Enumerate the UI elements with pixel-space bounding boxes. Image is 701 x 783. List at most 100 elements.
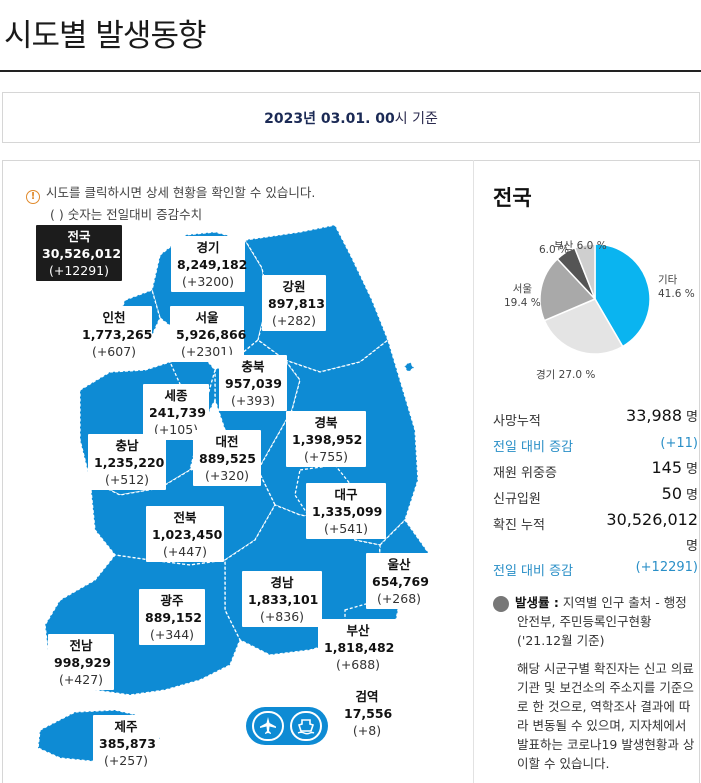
stat-number: 145 bbox=[651, 458, 683, 477]
airplane-icon[interactable] bbox=[252, 711, 284, 741]
region-name: 인천 bbox=[102, 310, 126, 325]
region-count: 1,023,450 bbox=[152, 527, 223, 542]
region-name: 광주 bbox=[160, 593, 184, 608]
region-name: 경북 bbox=[314, 415, 338, 430]
stat-unit: 명 bbox=[686, 488, 698, 503]
stats-table: 사망누적 33,988 명 전일 대비 증감 (+11) 재원 위중증 145 명 … bbox=[493, 405, 698, 581]
stat-value: 145 명 bbox=[651, 458, 698, 477]
region-daejeon[interactable]: 대전 889,525 (+320) bbox=[193, 430, 261, 486]
region-gangwon[interactable]: 강원 897,813 (+282) bbox=[262, 275, 326, 331]
pie-label-busan: 부산 6.0 % bbox=[554, 240, 607, 252]
region-count: 654,769 bbox=[372, 574, 429, 589]
region-name: 대구 bbox=[334, 487, 358, 502]
region-name: 강원 bbox=[282, 279, 306, 294]
region-daegu[interactable]: 대구 1,335,099 (+541) bbox=[306, 483, 386, 539]
stat-new-hosp: 신규입원 50 명 bbox=[493, 483, 698, 509]
stat-diff-value: (+12291) bbox=[635, 560, 698, 575]
region-seoul[interactable]: 서울 5,926,866 (+2301) bbox=[170, 306, 247, 362]
notice-line-1: 시도를 클릭하시면 상세 현황을 확인할 수 있습니다. bbox=[46, 185, 316, 200]
region-count: 1,335,099 bbox=[312, 504, 383, 519]
region-diff: (+541) bbox=[323, 521, 369, 536]
footnote-head: 발생률 : bbox=[515, 595, 559, 610]
region-gwangju[interactable]: 광주 889,152 (+344) bbox=[139, 589, 205, 645]
status-panel bbox=[2, 160, 700, 783]
notice: ! 시도를 클릭하시면 상세 현황을 확인할 수 있습니다. ( ) 숫자는 전일… bbox=[26, 182, 315, 225]
region-jeonbuk[interactable]: 전북 1,023,450 (+447) bbox=[146, 506, 224, 562]
map-ulleung bbox=[403, 361, 415, 373]
pie-label-gyeonggi: 경기 27.0 % bbox=[536, 369, 596, 381]
region-diff: (+105) bbox=[153, 422, 199, 437]
region-chungbuk[interactable]: 충북 957,039 (+393) bbox=[219, 355, 287, 411]
stat-value: 50 명 bbox=[662, 484, 698, 503]
stat-label: 신규입원 bbox=[493, 492, 541, 507]
stat-unit: 명 bbox=[686, 410, 698, 425]
footnote: 1 발생률 : 지역별 인구 출처 - 행정안전부, 주민등록인구현황 ('21.… bbox=[486, 593, 698, 773]
region-gyeongnam[interactable]: 경남 1,833,101 (+836) bbox=[242, 571, 322, 627]
stat-label: 전일 대비 증감 bbox=[493, 564, 574, 579]
date-suffix: 시 기준 bbox=[394, 110, 438, 127]
region-diff: (+447) bbox=[162, 544, 208, 559]
page-title: 시도별 발생동향 bbox=[4, 18, 206, 54]
quarantine-transport-badge bbox=[246, 707, 328, 745]
region-count: 889,525 bbox=[199, 451, 256, 466]
region-count: 957,039 bbox=[225, 376, 282, 391]
region-diff: (+688) bbox=[335, 657, 381, 672]
region-gyeonggi[interactable]: 경기 8,249,182 (+3200) bbox=[171, 236, 247, 292]
region-count: 889,152 bbox=[145, 610, 202, 625]
stat-deaths: 사망누적 33,988 명 bbox=[493, 405, 698, 431]
region-diff: (+607) bbox=[91, 344, 137, 359]
footnote-source: 1 발생률 : 지역별 인구 출처 - 행정안전부, 주민등록인구현황 ('21.… bbox=[486, 593, 698, 650]
region-gyeongbuk[interactable]: 경북 1,398,952 (+755) bbox=[286, 411, 366, 467]
ship-icon[interactable] bbox=[290, 711, 322, 741]
region-count: 5,926,866 bbox=[176, 327, 247, 342]
stat-confirmed-diff: 전일 대비 증감 (+12291) bbox=[493, 555, 698, 581]
footnote-text-2: 해당 시군구별 확진자는 신고 의료기관 및 보건소의 주소지를 기준으로 한 … bbox=[517, 661, 695, 771]
region-name: 검역 bbox=[355, 689, 379, 704]
region-count: 1,818,482 bbox=[324, 640, 395, 655]
region-nation[interactable]: 전국 30,526,012 (+12291) bbox=[36, 225, 122, 281]
pie-slice-0 bbox=[594, 243, 651, 348]
stat-label: 사망누적 bbox=[493, 414, 541, 429]
stat-unit: 명 bbox=[686, 462, 698, 477]
region-name: 서울 bbox=[195, 310, 219, 325]
region-count: 30,526,012 bbox=[42, 246, 122, 261]
region-diff: (+836) bbox=[259, 609, 305, 624]
stat-value: 30,526,012 bbox=[606, 510, 698, 529]
region-count: 241,739 bbox=[149, 405, 206, 420]
region-quarantine[interactable]: 검역 17,556 (+8) bbox=[338, 685, 396, 741]
region-count: 1,398,952 bbox=[292, 432, 363, 447]
title-divider bbox=[0, 70, 701, 72]
region-incheon[interactable]: 인천 1,773,265 (+607) bbox=[76, 306, 152, 362]
region-count: 897,813 bbox=[268, 296, 325, 311]
stat-deaths-diff: 전일 대비 증감 (+11) bbox=[493, 431, 698, 457]
region-diff: (+755) bbox=[303, 449, 349, 464]
region-busan[interactable]: 부산 1,818,482 (+688) bbox=[318, 619, 398, 675]
region-diff: (+282) bbox=[271, 313, 317, 328]
info-icon: ! bbox=[26, 190, 40, 204]
date-value: 2023년 03.01. 00 bbox=[264, 110, 395, 127]
region-diff: (+344) bbox=[149, 627, 195, 642]
region-name: 충북 bbox=[241, 359, 265, 374]
region-name: 충남 bbox=[115, 438, 139, 453]
region-jeonnam[interactable]: 전남 998,929 (+427) bbox=[48, 634, 114, 690]
stat-diff-value: (+11) bbox=[660, 436, 698, 451]
region-diff: (+12291) bbox=[49, 263, 109, 278]
stat-label: 전일 대비 증감 bbox=[493, 440, 574, 455]
footnote-badge: 1 bbox=[486, 596, 509, 612]
pie-label-gita-name: 기타 bbox=[658, 274, 678, 286]
region-count: 1,833,101 bbox=[248, 592, 319, 607]
region-chungnam[interactable]: 충남 1,235,220 (+512) bbox=[88, 434, 166, 490]
stat-confirmed: 확진 누적 30,526,012 bbox=[493, 509, 698, 535]
region-diff: (+257) bbox=[103, 753, 149, 768]
region-jeju[interactable]: 제주 385,873 (+257) bbox=[93, 715, 159, 771]
stat-number: 33,988 bbox=[626, 406, 683, 425]
region-name: 대전 bbox=[215, 434, 239, 449]
region-name: 전북 bbox=[173, 510, 197, 525]
pie-svg bbox=[539, 243, 651, 355]
pie-label-gita-pct: 41.6 % bbox=[658, 288, 695, 300]
pie-slice-2 bbox=[539, 257, 597, 322]
date-bar: 2023년 03.01. 00 시 기준 bbox=[2, 92, 700, 143]
stat-number: 50 bbox=[661, 484, 683, 503]
region-ulsan[interactable]: 울산 654,769 (+268) bbox=[366, 553, 432, 609]
region-name: 세종 bbox=[164, 388, 188, 403]
